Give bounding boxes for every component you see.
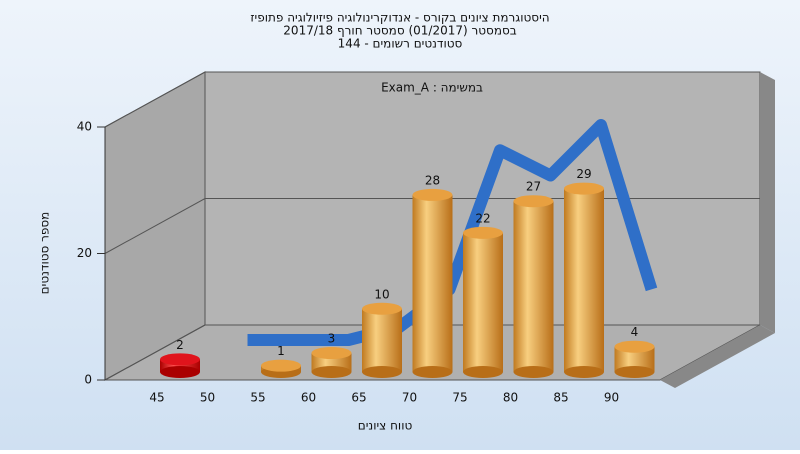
x-tick-label: 70 [402,391,417,405]
floor-edge [660,325,775,388]
bar-top [160,353,200,366]
x-tick-label: 85 [553,391,568,405]
value-label: 22 [475,211,490,225]
bar-base [160,366,200,378]
bar-base [614,366,655,378]
bar [513,201,554,372]
x-tick-label: 80 [503,391,518,405]
bar-top [362,302,402,315]
bar-base [564,366,604,378]
value-label: 29 [576,167,591,181]
y-tick-label: 0 [84,373,92,387]
value-label: 28 [425,173,440,187]
bar-top [564,182,604,195]
bar [362,308,402,372]
x-tick-label: 90 [604,391,619,405]
grid-line [104,71,760,128]
wall-edge [760,72,775,333]
bar-base [362,366,402,378]
x-tick-label: 45 [149,391,164,405]
y-axis-label: מספר סטודנטים [38,212,52,295]
bar-base [513,366,554,378]
value-label: 3 [328,332,336,346]
value-label: 27 [526,180,541,194]
bar-top [311,347,352,360]
title: בסמסטר (01/2017) סמסטר חורף 2017/18 [283,24,516,38]
value-label: 4 [631,325,639,339]
y-tick-label: 20 [77,246,92,260]
value-label: 10 [374,287,389,301]
x-tick-label: 50 [200,391,215,405]
bar [564,188,604,372]
bar-top [513,195,554,208]
bar-base [311,366,352,378]
x-tick-label: 55 [250,391,265,405]
y-tick-label: 40 [77,120,92,134]
bar-top [412,188,453,201]
value-label: 1 [277,344,285,358]
bar [463,232,503,372]
bar-base [412,366,453,378]
x-axis-label: טווח ציונים [358,419,413,433]
annotation: Exam_A : במשימה [381,81,483,95]
value-label: 2 [176,338,184,352]
title: היסטוגרמת ציונים בקורס - אנדוקרינולוגיה … [250,11,549,25]
bar [412,194,453,372]
x-tick-label: 75 [452,391,467,405]
bar-top [463,226,503,239]
x-tick-label: 65 [351,391,366,405]
bar-top [614,340,655,353]
title: סטודנטים רשומים - 144 [338,37,463,51]
bar-top [261,359,301,372]
x-tick-label: 60 [301,391,316,405]
bar-base [463,366,503,378]
